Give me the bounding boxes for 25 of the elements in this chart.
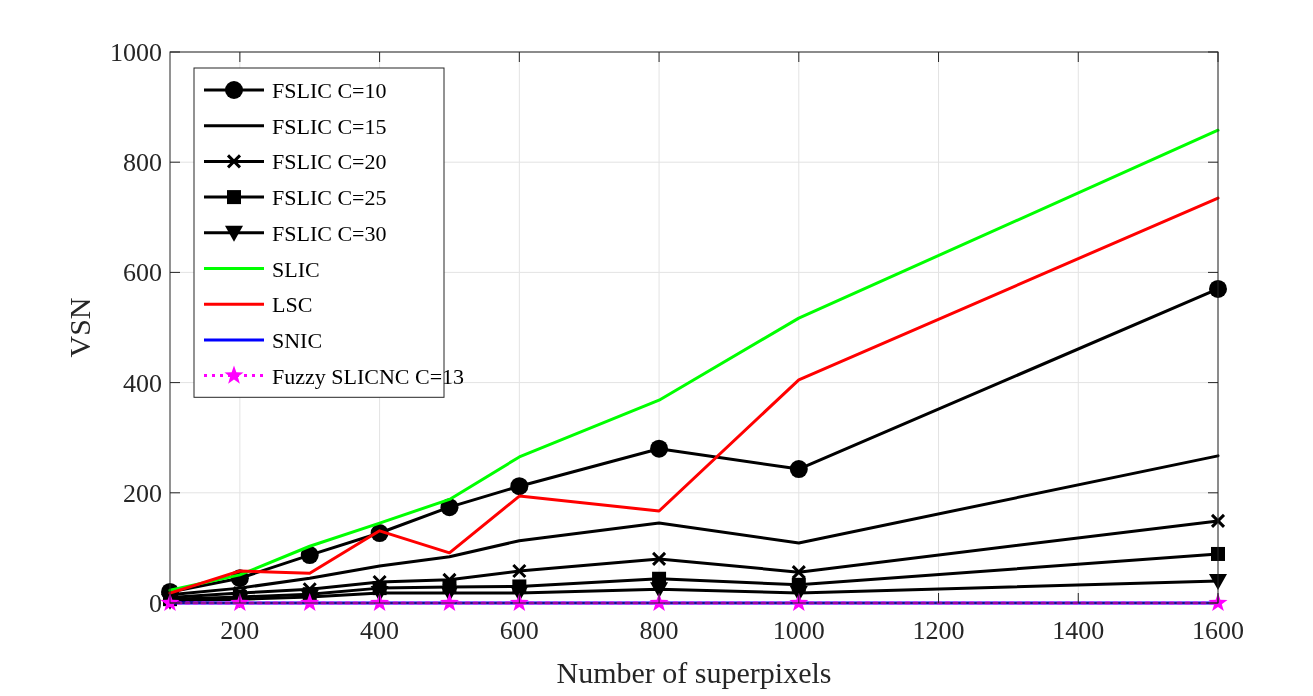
x-tick-label: 1000 xyxy=(772,616,825,645)
y-tick-label: 200 xyxy=(123,478,162,508)
legend-label: FSLIC C=15 xyxy=(272,113,387,139)
y-axis-title: VSN xyxy=(63,297,96,358)
y-tick-label: 0 xyxy=(149,589,162,618)
legend-label: FSLIC C=30 xyxy=(272,220,387,246)
x-tick-label: 800 xyxy=(639,616,679,645)
legend-label: Fuzzy SLICNC C=13 xyxy=(272,363,465,389)
y-tick-label: 400 xyxy=(123,368,162,398)
x-axis-title: Number of superpixels xyxy=(556,656,832,689)
legend-label: SNIC xyxy=(272,327,323,353)
x-tick-label: 1400 xyxy=(1052,616,1105,645)
legend-label: LSC xyxy=(272,292,313,318)
y-tick-label: 600 xyxy=(123,258,162,288)
y-tick-label: 800 xyxy=(123,148,162,178)
x-tick-label: 1600 xyxy=(1192,616,1244,645)
x-tick-label: 600 xyxy=(499,616,539,645)
legend-label: FSLIC C=20 xyxy=(272,149,387,175)
x-tick-label: 1200 xyxy=(912,616,965,645)
legend-label: FSLIC C=25 xyxy=(272,185,387,211)
y-tick-label: 1000 xyxy=(110,38,162,67)
legend-label: FSLIC C=10 xyxy=(272,78,387,103)
x-tick-label: 200 xyxy=(220,616,260,645)
legend-label: SLIC xyxy=(272,256,320,282)
x-tick-label: 400 xyxy=(360,616,400,645)
